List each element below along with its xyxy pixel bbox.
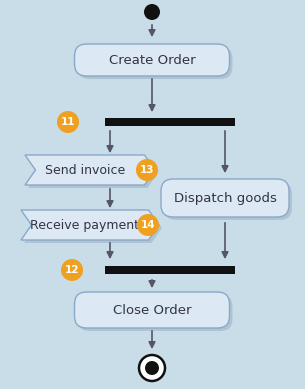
FancyBboxPatch shape [77,295,232,331]
FancyBboxPatch shape [77,47,232,79]
Text: Close Order: Close Order [113,303,191,317]
FancyBboxPatch shape [74,292,229,328]
FancyBboxPatch shape [74,44,229,76]
Polygon shape [24,213,162,243]
Circle shape [137,214,159,236]
Circle shape [145,361,159,375]
Text: Dispatch goods: Dispatch goods [174,191,276,205]
Circle shape [136,159,158,181]
Polygon shape [28,158,158,188]
Circle shape [144,4,160,20]
Text: 12: 12 [65,265,79,275]
Circle shape [61,259,83,281]
Text: Send invoice: Send invoice [45,163,125,177]
Text: 11: 11 [61,117,75,127]
FancyBboxPatch shape [164,182,292,220]
Text: 13: 13 [140,165,154,175]
Text: Create Order: Create Order [109,54,195,67]
Bar [105,266,235,274]
Polygon shape [21,210,159,240]
FancyBboxPatch shape [161,179,289,217]
Text: 14: 14 [141,220,155,230]
Circle shape [139,355,165,381]
Circle shape [57,111,79,133]
Bar [105,118,235,126]
Text: Receive payment: Receive payment [30,219,139,231]
Polygon shape [25,155,155,185]
